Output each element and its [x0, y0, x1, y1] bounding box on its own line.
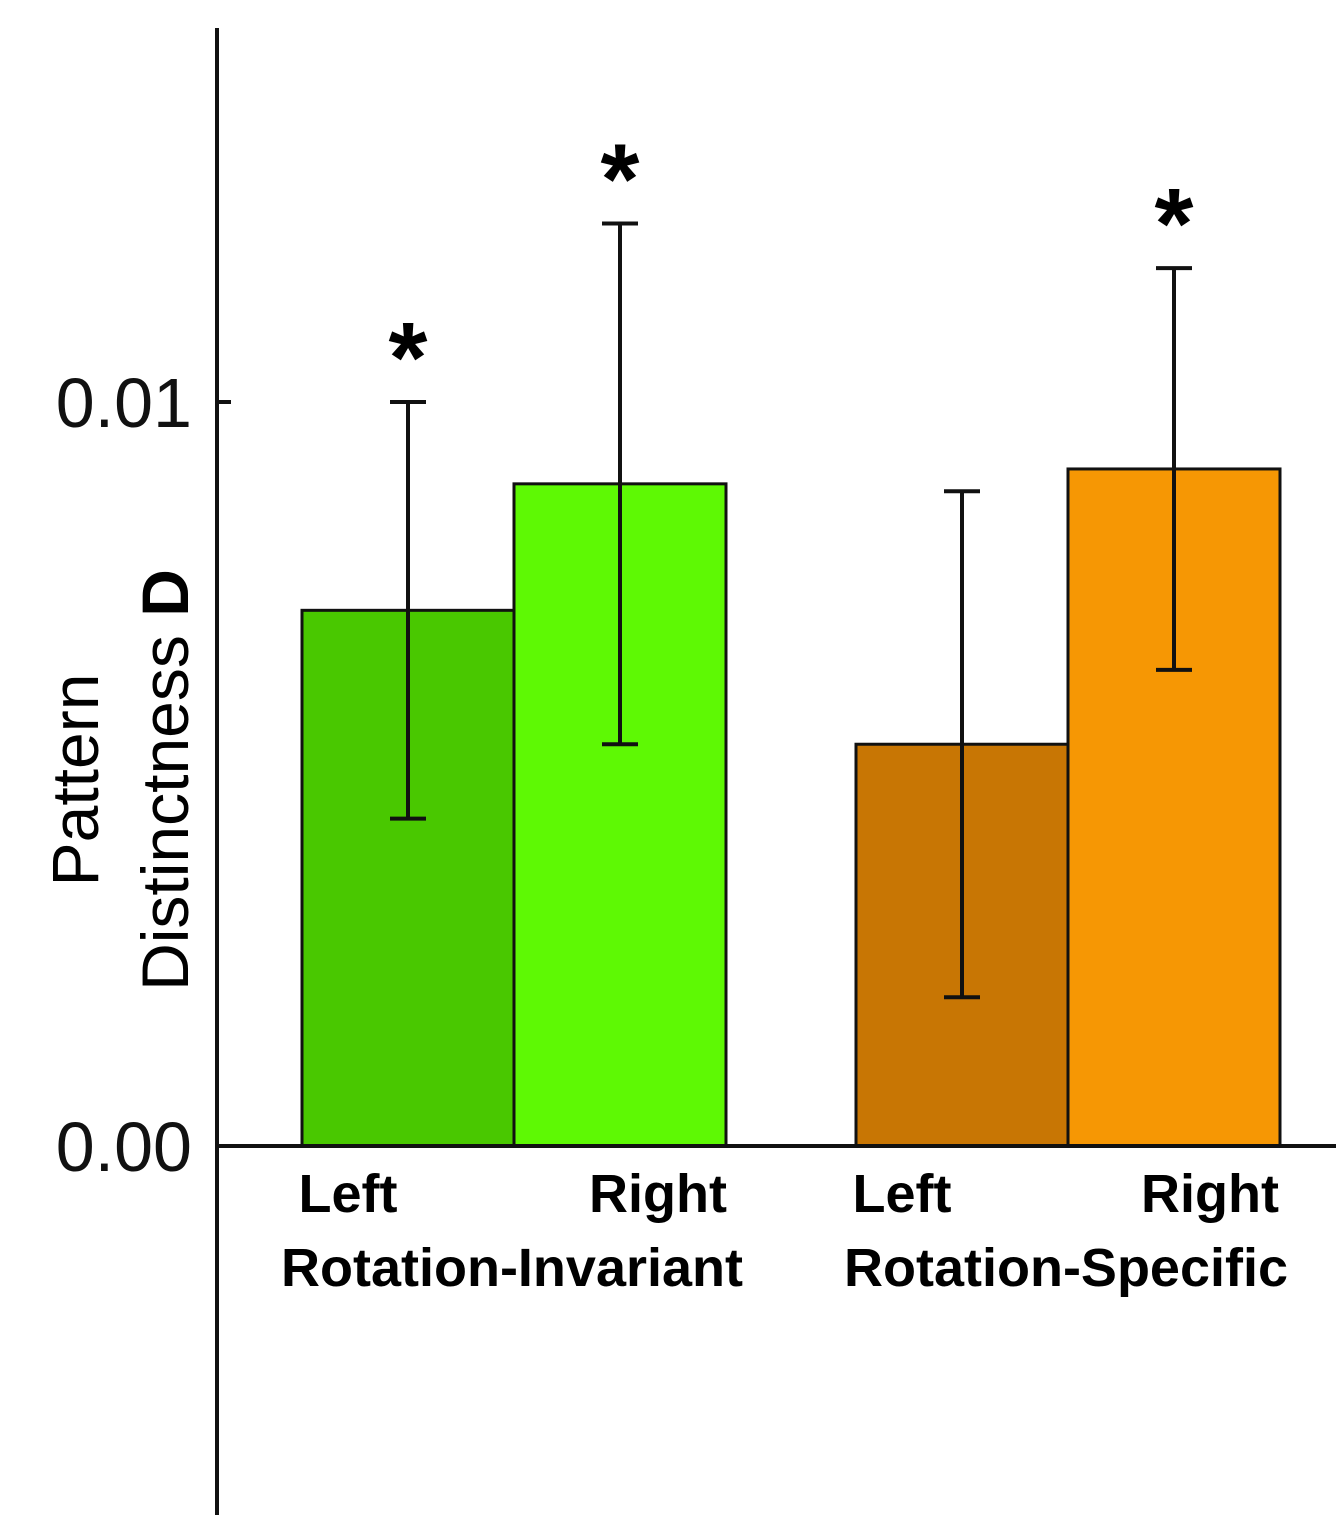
- category-label: Left: [299, 1164, 398, 1224]
- axes-layer: [215, 28, 1336, 1515]
- category-label: Left: [853, 1164, 952, 1224]
- group-label: Rotation-Invariant: [281, 1238, 743, 1298]
- y-axis-label: Pattern: [38, 674, 112, 887]
- error-bar-2: [944, 489, 980, 1000]
- category-label: Right: [1141, 1164, 1279, 1224]
- bars-layer: [300, 467, 1282, 1148]
- y-tick-label: 0.01: [56, 364, 192, 442]
- y-tick-label: 0.00: [56, 1108, 192, 1186]
- y-axis-label-line2: Distinctness: [128, 617, 202, 991]
- error-bar-1: [602, 221, 638, 747]
- y-axis-label-line1: Pattern: [38, 674, 112, 887]
- significance-marker-1: *: [601, 123, 640, 235]
- significance-marker-0: *: [389, 302, 428, 414]
- group-label: Rotation-Specific: [844, 1238, 1288, 1298]
- y-axis-label-symbol: D: [128, 569, 202, 617]
- category-label: Right: [589, 1164, 727, 1224]
- error-bars-layer: [390, 221, 1192, 1000]
- error-bar-0: [390, 400, 426, 821]
- error-bar-3: [1156, 266, 1192, 672]
- significance-marker-3: *: [1155, 168, 1194, 280]
- y-axis-label-2: Distinctness D: [128, 569, 202, 991]
- labels-layer: * * * 0.00 0.01 Left Right Left Right Rotation-In…: [56, 123, 1288, 1298]
